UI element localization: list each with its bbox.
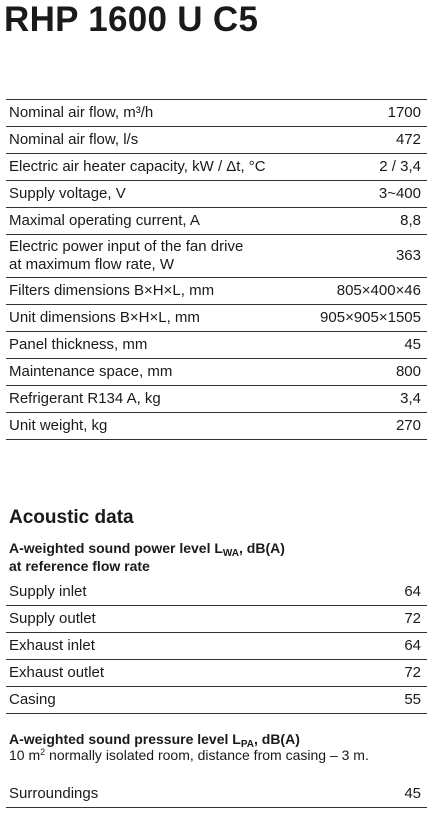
- acoustic-value: 72: [404, 664, 421, 681]
- spec-value: 1700: [387, 104, 421, 121]
- acoustic-label: Exhaust inlet: [9, 637, 95, 654]
- table-row: Refrigerant R134 A, kg 3,4: [6, 386, 427, 413]
- spec-value: 2 / 3,4: [379, 158, 421, 175]
- table-row: Supply voltage, V 3~400: [6, 181, 427, 208]
- note-text-rest: normally isolated room, distance from ca…: [45, 747, 369, 763]
- heading-subscript: PA: [240, 739, 254, 750]
- table-row: Exhaust inlet 64: [6, 633, 427, 660]
- acoustic-value: 72: [404, 610, 421, 627]
- acoustic-label: Supply inlet: [9, 583, 87, 600]
- spec-label: Nominal air flow, l/s: [9, 131, 139, 148]
- spec-value: 3,4: [400, 390, 421, 407]
- spec-label: Supply voltage, V: [9, 185, 126, 202]
- acoustic-value: 45: [404, 785, 421, 802]
- acoustic-label: Casing: [9, 691, 56, 708]
- spec-label: Maintenance space, mm: [9, 363, 173, 380]
- sound-power-heading: A-weighted sound power level LWA, dB(A) …: [9, 539, 285, 575]
- spec-value: 800: [395, 363, 421, 380]
- sound-power-table: Supply inlet 64 Supply outlet 72 Exhaust…: [6, 579, 427, 714]
- spec-label: Electric power input of the fan drive at…: [9, 238, 244, 273]
- spec-label: Electric air heater capacity, kW / Δt, °…: [9, 158, 266, 175]
- table-row: Surroundings 45: [6, 781, 427, 808]
- table-row: Nominal air flow, m³/h 1700: [6, 100, 427, 127]
- spec-label: Unit weight, kg: [9, 417, 108, 434]
- acoustic-section-title: Acoustic data: [9, 507, 134, 528]
- spec-value: 472: [395, 131, 421, 148]
- spec-value: 45: [404, 336, 421, 353]
- spec-value: 8,8: [400, 212, 421, 229]
- heading-unit: , dB(A): [239, 540, 285, 556]
- sound-pressure-heading: A-weighted sound pressure level LPA, dB(…: [9, 730, 300, 750]
- heading-unit: , dB(A): [253, 731, 300, 747]
- table-row: Electric air heater capacity, kW / Δt, °…: [6, 154, 427, 181]
- page-title: RHP 1600 U C5: [4, 0, 259, 39]
- heading-text: A-weighted sound pressure level L: [9, 731, 241, 747]
- heading-text: A-weighted sound power level L: [9, 540, 223, 556]
- sound-pressure-table: Surroundings 45: [6, 781, 427, 808]
- acoustic-label: Supply outlet: [9, 610, 96, 627]
- measurement-note: 10 m2 normally isolated room, distance f…: [9, 746, 369, 764]
- table-row: Maximal operating current, A 8,8: [6, 208, 427, 235]
- spec-label: Maximal operating current, A: [9, 212, 200, 229]
- table-row: Casing 55: [6, 687, 427, 714]
- heading-text-line2: at reference flow rate: [9, 558, 150, 574]
- table-row: Supply outlet 72: [6, 606, 427, 633]
- spec-value: 3~400: [378, 185, 421, 202]
- acoustic-label: Surroundings: [9, 785, 99, 802]
- acoustic-value: 64: [404, 637, 421, 654]
- specifications-table: Nominal air flow, m³/h 1700 Nominal air …: [6, 99, 427, 440]
- note-text: 10 m: [9, 747, 41, 763]
- acoustic-label: Exhaust outlet: [9, 664, 105, 681]
- spec-value: 805×400×46: [336, 282, 421, 299]
- spec-label: Panel thickness, mm: [9, 336, 148, 353]
- spec-label: Unit dimensions B×H×L, mm: [9, 309, 200, 326]
- acoustic-value: 55: [404, 691, 421, 708]
- acoustic-value: 64: [404, 583, 421, 600]
- table-row: Unit dimensions B×H×L, mm 905×905×1505: [6, 305, 427, 332]
- table-row: Maintenance space, mm 800: [6, 359, 427, 386]
- spec-label: Refrigerant R134 A, kg: [9, 390, 161, 407]
- table-row: Electric power input of the fan drive at…: [6, 235, 427, 278]
- table-row: Exhaust outlet 72: [6, 660, 427, 687]
- table-row: Unit weight, kg 270: [6, 413, 427, 440]
- spec-value: 270: [395, 417, 421, 434]
- table-row: Nominal air flow, l/s 472: [6, 127, 427, 154]
- spec-value: 363: [395, 247, 421, 264]
- table-row: Supply inlet 64: [6, 579, 427, 606]
- spec-label: Filters dimensions B×H×L, mm: [9, 282, 215, 299]
- spec-value: 905×905×1505: [320, 309, 421, 326]
- table-row: Panel thickness, mm 45: [6, 332, 427, 359]
- table-row: Filters dimensions B×H×L, mm 805×400×46: [6, 278, 427, 305]
- note-superscript: 2: [40, 747, 46, 757]
- spec-label: Nominal air flow, m³/h: [9, 104, 154, 121]
- heading-subscript: WA: [222, 548, 240, 559]
